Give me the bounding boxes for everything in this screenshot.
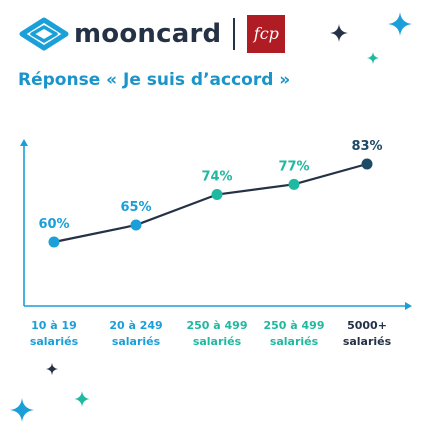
data-label: 77% [278, 159, 309, 174]
category-label: 250 à 499 [263, 319, 324, 332]
data-points [48, 158, 373, 248]
mooncard-logo-icon [19, 17, 69, 51]
category-label: 20 à 249 [109, 319, 162, 332]
category-label: 250 à 499 [186, 319, 247, 332]
data-label: 60% [38, 217, 69, 232]
sparkle-icon [367, 52, 379, 64]
category-labels: 10 à 19 salariés 20 à 249 salariés 250 à 499… [30, 319, 392, 348]
y-axis-arrow [20, 139, 28, 146]
sparkle-icon [74, 391, 90, 407]
sparkle-icon [46, 363, 58, 375]
category-label: 5000+ [347, 319, 387, 332]
sparkle-icon [388, 12, 412, 36]
data-point [48, 236, 60, 248]
data-label: 74% [201, 170, 232, 185]
data-point [361, 158, 373, 170]
category-label: salariés [112, 335, 161, 348]
x-axis-arrow [405, 302, 412, 310]
category-label: 10 à 19 [31, 319, 77, 332]
brand-name: mooncard [74, 19, 222, 49]
brand-divider [233, 18, 236, 50]
chart-title: Réponse « Je suis d’accord » [18, 70, 291, 90]
data-point [288, 178, 300, 190]
data-point [130, 219, 142, 231]
data-label: 83% [351, 139, 382, 154]
sparkle-icon [10, 398, 34, 422]
chart-axes [20, 139, 412, 310]
category-label: salariés [343, 335, 392, 348]
data-labels: 60% 65% 74% 77% 83% [38, 139, 382, 232]
brand-header: mooncard fcp [18, 10, 286, 58]
category-label: salariés [270, 335, 319, 348]
category-label: salariés [193, 335, 242, 348]
category-label: salariés [30, 335, 79, 348]
sparkle-icon [330, 24, 348, 42]
data-point [211, 189, 223, 201]
data-label: 65% [120, 200, 151, 215]
partner-logo: fcp [247, 15, 286, 53]
partner-logo-text: fcp [253, 24, 279, 43]
